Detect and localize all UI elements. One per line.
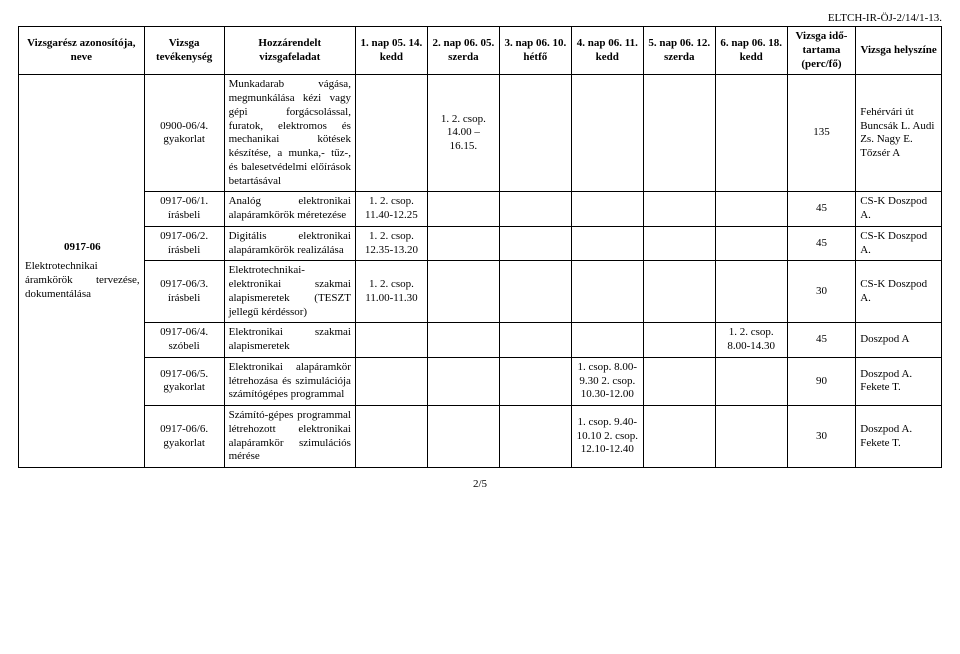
day2-cell	[427, 192, 499, 227]
col-duration: Vizsga idő-tartama (perc/fő)	[787, 27, 856, 75]
part-code: 0917-06	[25, 241, 140, 255]
table-row: 0917-06/3. írásbeli Elektrotechnikai-ele…	[19, 261, 942, 323]
col-day1: 1. nap 05. 14. kedd	[355, 27, 427, 75]
day3-cell	[499, 75, 571, 192]
day3-cell	[499, 406, 571, 468]
day2-cell	[427, 357, 499, 405]
day5-cell	[643, 261, 715, 323]
activity-cell: 0900-06/4. gyakorlat	[144, 75, 224, 192]
day1-cell: 1. 2. csop. 12.35-13.20	[355, 226, 427, 261]
day5-cell	[643, 226, 715, 261]
location-cell: Doszpod A. Fekete T.	[856, 357, 942, 405]
day4-cell: 1. csop. 9.40-10.10 2. csop. 12.10-12.40	[571, 406, 643, 468]
day6-cell	[715, 357, 787, 405]
task-cell: Analóg elektronikai alapáramkörök mérete…	[224, 192, 355, 227]
day1-cell	[355, 323, 427, 358]
task-cell: Elektronikai szakmai alapismeretek	[224, 323, 355, 358]
day3-cell	[499, 357, 571, 405]
day3-cell	[499, 323, 571, 358]
activity-cell: 0917-06/4. szóbeli	[144, 323, 224, 358]
col-task: Hozzárendelt vizsgafeladat	[224, 27, 355, 75]
activity-cell: 0917-06/1. írásbeli	[144, 192, 224, 227]
day4-cell	[571, 192, 643, 227]
col-day6: 6. nap 06. 18. kedd	[715, 27, 787, 75]
day6-cell: 1. 2. csop. 8.00-14.30	[715, 323, 787, 358]
activity-cell: 0917-06/5. gyakorlat	[144, 357, 224, 405]
task-cell: Elektrotechnikai-elektronikai szakmai al…	[224, 261, 355, 323]
day5-cell	[643, 192, 715, 227]
day6-cell	[715, 226, 787, 261]
day4-cell	[571, 226, 643, 261]
location-cell: CS-K Doszpod A.	[856, 192, 942, 227]
day5-cell	[643, 406, 715, 468]
activity-cell: 0917-06/6. gyakorlat	[144, 406, 224, 468]
day6-cell	[715, 406, 787, 468]
day1-cell: 1. 2. csop. 11.00-11.30	[355, 261, 427, 323]
activity-cell: 0917-06/2. írásbeli	[144, 226, 224, 261]
table-row: 0917-06/6. gyakorlat Számító-gépes progr…	[19, 406, 942, 468]
location-cell: Doszpod A	[856, 323, 942, 358]
col-day4: 4. nap 06. 11. kedd	[571, 27, 643, 75]
task-cell: Elektronikai alapáramkör létrehozása és …	[224, 357, 355, 405]
day2-cell	[427, 323, 499, 358]
day1-cell	[355, 357, 427, 405]
day1-cell	[355, 406, 427, 468]
duration-cell: 30	[787, 261, 856, 323]
day3-cell	[499, 192, 571, 227]
col-day5: 5. nap 06. 12. szerda	[643, 27, 715, 75]
table-row: 0917-06 Elektrotechnikai áramkörök terve…	[19, 75, 942, 192]
day4-cell	[571, 323, 643, 358]
col-location: Vizsga helyszíne	[856, 27, 942, 75]
schedule-table: Vizsgarész azonosítója, neve Vizsga tevé…	[18, 26, 942, 468]
day6-cell	[715, 261, 787, 323]
table-row: 0917-06/4. szóbeli Elektronikai szakmai …	[19, 323, 942, 358]
day4-cell	[571, 75, 643, 192]
duration-cell: 45	[787, 192, 856, 227]
day3-cell	[499, 261, 571, 323]
location-cell: Fehérvári út Buncsák L. Audi Zs. Nagy E.…	[856, 75, 942, 192]
col-part: Vizsgarész azonosítója, neve	[19, 27, 145, 75]
day4-cell	[571, 261, 643, 323]
activity-cell: 0917-06/3. írásbeli	[144, 261, 224, 323]
task-cell: Számító-gépes programmal létrehozott ele…	[224, 406, 355, 468]
day2-cell	[427, 406, 499, 468]
col-day2: 2. nap 06. 05. szerda	[427, 27, 499, 75]
col-activity: Vizsga tevékenység	[144, 27, 224, 75]
location-cell: CS-K Doszpod A.	[856, 226, 942, 261]
table-header-row: Vizsgarész azonosítója, neve Vizsga tevé…	[19, 27, 942, 75]
day5-cell	[643, 357, 715, 405]
day4-cell: 1. csop. 8.00-9.30 2. csop. 10.30-12.00	[571, 357, 643, 405]
document-id: ELTCH-IR-ÖJ-2/14/1-13.	[18, 12, 942, 24]
duration-cell: 135	[787, 75, 856, 192]
day5-cell	[643, 75, 715, 192]
part-title: Elektrotechnikai áramkörök tervezése, do…	[25, 260, 140, 301]
duration-cell: 30	[787, 406, 856, 468]
day6-cell	[715, 75, 787, 192]
table-row: 0917-06/1. írásbeli Analóg elektronikai …	[19, 192, 942, 227]
day3-cell	[499, 226, 571, 261]
location-cell: Doszpod A. Fekete T.	[856, 406, 942, 468]
duration-cell: 90	[787, 357, 856, 405]
day2-cell	[427, 226, 499, 261]
task-cell: Digitális elektronikai alapáramkörök rea…	[224, 226, 355, 261]
day6-cell	[715, 192, 787, 227]
duration-cell: 45	[787, 323, 856, 358]
day1-cell	[355, 75, 427, 192]
col-day3: 3. nap 06. 10. hétfő	[499, 27, 571, 75]
table-row: 0917-06/2. írásbeli Digitális elektronik…	[19, 226, 942, 261]
day5-cell	[643, 323, 715, 358]
day2-cell: 1. 2. csop. 14.00 – 16.15.	[427, 75, 499, 192]
duration-cell: 45	[787, 226, 856, 261]
day2-cell	[427, 261, 499, 323]
day1-cell: 1. 2. csop. 11.40-12.25	[355, 192, 427, 227]
table-row: 0917-06/5. gyakorlat Elektronikai alapár…	[19, 357, 942, 405]
location-cell: CS-K Doszpod A.	[856, 261, 942, 323]
page-number: 2/5	[18, 478, 942, 490]
part-cell: 0917-06 Elektrotechnikai áramkörök terve…	[19, 75, 145, 468]
task-cell: Munkadarab vágása, megmunkálása kézi vag…	[224, 75, 355, 192]
